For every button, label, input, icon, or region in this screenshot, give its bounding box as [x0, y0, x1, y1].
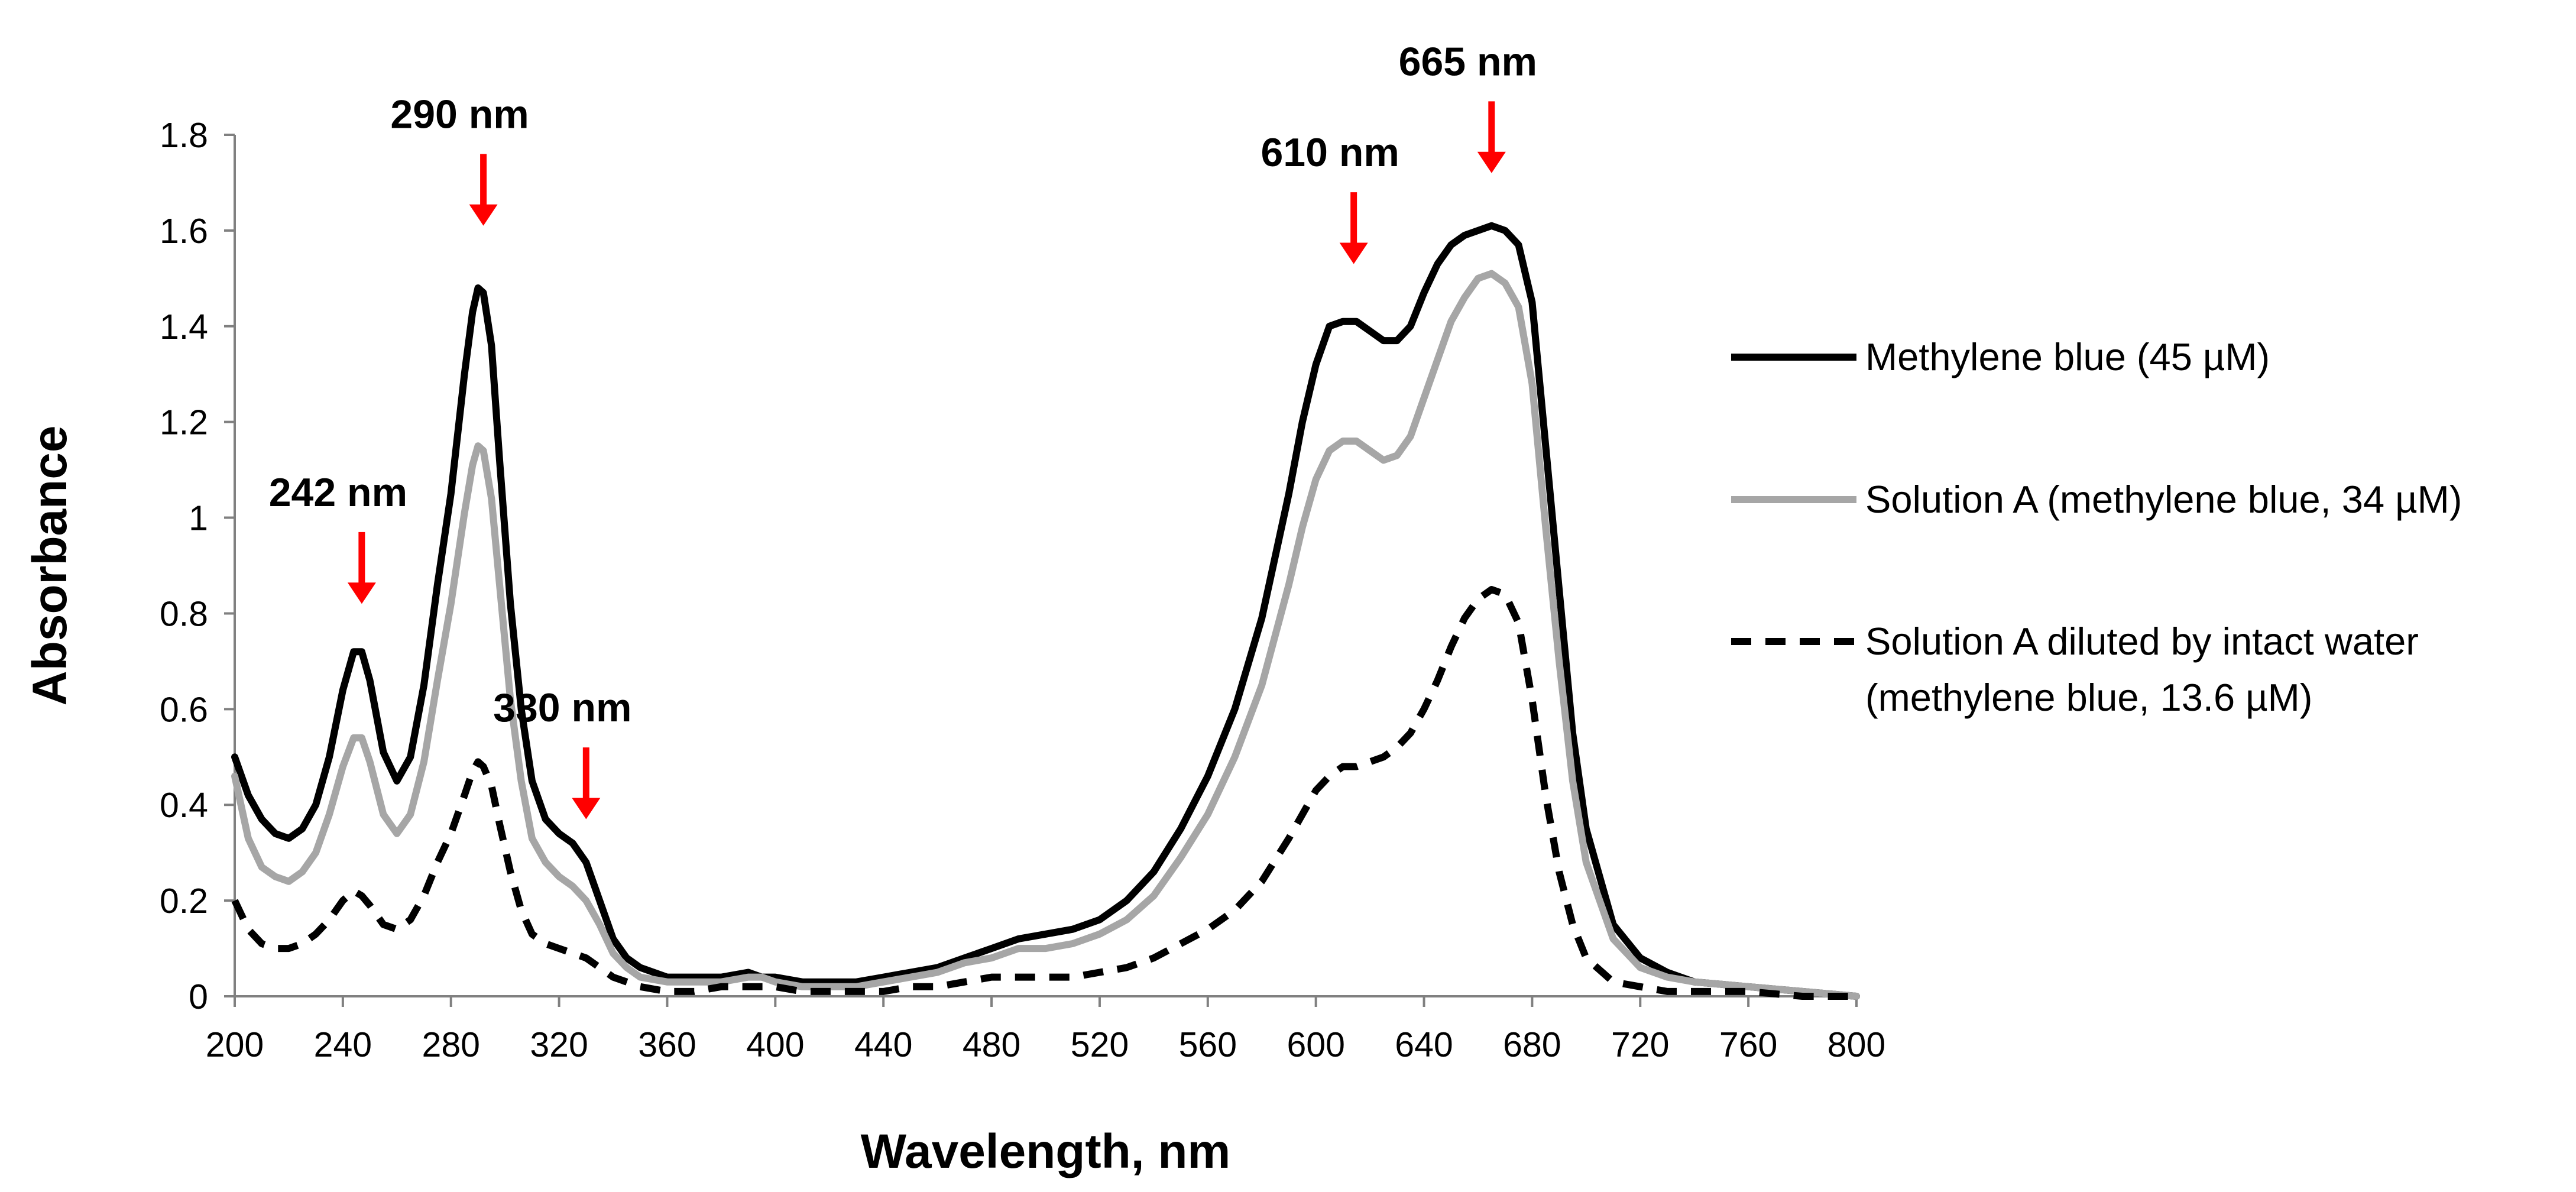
x-tick-label: 520 [1071, 1025, 1129, 1064]
y-tick-label: 0.6 [160, 690, 208, 729]
peak-annotations: 242 nm 290 nm 330 nm 610 nm 665 nm [269, 39, 1537, 820]
y-tick-label: 0.4 [160, 786, 208, 825]
peak-arrow-head [1477, 151, 1506, 173]
x-tick-label: 600 [1287, 1025, 1344, 1064]
y-tick-label: 1.2 [160, 403, 208, 442]
peak-arrow-head [347, 582, 376, 604]
y-tick-label: 1.6 [160, 212, 208, 251]
peak-annotation: 610 nm [1261, 130, 1399, 264]
peak-annotation: 242 nm [269, 470, 407, 604]
x-tick-label: 280 [422, 1025, 480, 1064]
methylene-blue-45um-line [231, 222, 1860, 1000]
x-tick-label: 440 [854, 1025, 912, 1064]
legend: Methylene blue (45 µM) Solution A (methyl… [1731, 335, 2462, 719]
y-axis-title: Absorbance [23, 426, 77, 706]
x-tick-label: 360 [638, 1025, 696, 1064]
x-tick-label: 480 [963, 1025, 1020, 1064]
y-tick-label: 0 [189, 977, 208, 1016]
peak-arrow-head [572, 798, 601, 820]
peak-label: 665 nm [1399, 39, 1537, 84]
x-tick-label: 400 [746, 1025, 804, 1064]
legend-item: Solution A diluted by intact water (methy… [1731, 620, 2419, 719]
axes [234, 135, 1856, 997]
peak-arrow-head [1339, 242, 1368, 264]
x-axis-title: Wavelength, nm [861, 1125, 1231, 1178]
x-tick-label: 640 [1395, 1025, 1453, 1064]
peak-label: 610 nm [1261, 130, 1399, 175]
y-tick-label: 1.8 [160, 116, 208, 155]
x-tick-label: 800 [1827, 1025, 1885, 1064]
peak-label: 242 nm [269, 470, 407, 515]
x-tick-label: 560 [1179, 1025, 1237, 1064]
y-tick-label: 1 [189, 499, 208, 538]
legend-label: (methylene blue, 13.6 µM) [1865, 676, 2312, 719]
x-tick-label: 240 [314, 1025, 372, 1064]
peak-annotation: 330 nm [493, 685, 631, 820]
x-tick-label: 680 [1503, 1025, 1561, 1064]
x-tick-label: 320 [530, 1025, 588, 1064]
legend-label: Methylene blue (45 µM) [1865, 335, 2270, 378]
y-tick-label: 0.2 [160, 882, 208, 921]
legend-item: Methylene blue (45 µM) [1731, 335, 2270, 378]
solution-a-34um-line [231, 270, 1860, 1000]
peak-label: 290 nm [390, 92, 529, 137]
y-tick-label: 0.8 [160, 594, 208, 633]
peak-label: 330 nm [493, 685, 631, 730]
legend-item: Solution A (methylene blue, 34 µM) [1731, 478, 2462, 521]
y-tick-label: 1.4 [160, 307, 208, 346]
peak-annotation: 665 nm [1399, 39, 1537, 173]
legend-label: Solution A diluted by intact water [1865, 620, 2419, 663]
x-tick-label: 760 [1719, 1025, 1777, 1064]
peak-arrow-head [469, 204, 498, 226]
peak-annotation: 290 nm [390, 92, 529, 226]
series-lines [231, 222, 1860, 1000]
x-ticks: 200 240 280 320 360 400 440 480 520 560 600 640 680 7… [206, 996, 1885, 1064]
x-tick-label: 720 [1611, 1025, 1669, 1064]
y-ticks: 0 0.2 0.4 0.6 0.8 1 1.2 1.4 1.6 1.8 [160, 116, 235, 1016]
x-tick-label: 200 [206, 1025, 264, 1064]
solution-a-diluted-13-6um-line [231, 586, 1856, 1000]
legend-label: Solution A (methylene blue, 34 µM) [1865, 478, 2462, 521]
